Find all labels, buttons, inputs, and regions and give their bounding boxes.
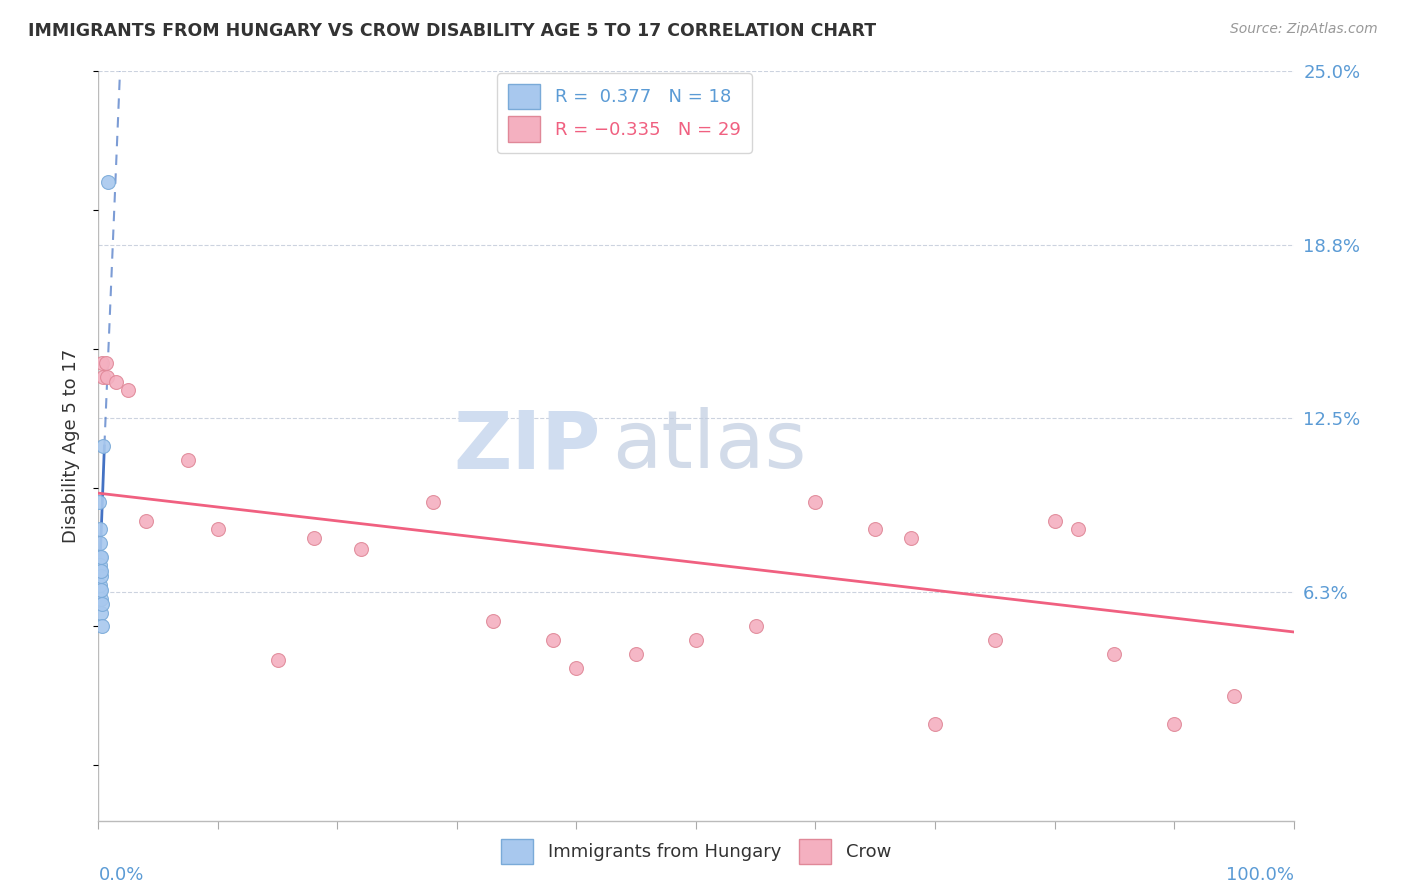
Point bbox=[1223, 689, 1246, 703]
Point bbox=[267, 653, 290, 667]
Point bbox=[87, 494, 110, 508]
Text: atlas: atlas bbox=[613, 407, 807, 485]
Text: 0.0%: 0.0% bbox=[98, 865, 143, 884]
Point bbox=[626, 647, 648, 661]
Point bbox=[177, 453, 200, 467]
Point bbox=[96, 369, 118, 384]
Y-axis label: Disability Age 5 to 17: Disability Age 5 to 17 bbox=[62, 349, 80, 543]
Point bbox=[135, 514, 157, 528]
Point bbox=[422, 494, 444, 508]
Point bbox=[90, 583, 112, 598]
Point bbox=[900, 531, 922, 545]
Point bbox=[865, 522, 887, 536]
Point bbox=[1163, 716, 1185, 731]
Point bbox=[89, 578, 111, 592]
Point bbox=[94, 356, 117, 370]
Point bbox=[90, 549, 112, 564]
Point bbox=[1067, 522, 1090, 536]
Point bbox=[1043, 514, 1066, 528]
Point bbox=[89, 536, 111, 550]
Point bbox=[924, 716, 946, 731]
Point bbox=[350, 541, 373, 556]
Point bbox=[685, 633, 707, 648]
Point bbox=[89, 564, 111, 578]
Point bbox=[91, 369, 114, 384]
Point bbox=[90, 569, 112, 583]
Text: IMMIGRANTS FROM HUNGARY VS CROW DISABILITY AGE 5 TO 17 CORRELATION CHART: IMMIGRANTS FROM HUNGARY VS CROW DISABILI… bbox=[28, 22, 876, 40]
Point bbox=[97, 175, 120, 189]
Point bbox=[91, 597, 114, 611]
Point bbox=[984, 633, 1007, 648]
Legend: Immigrants from Hungary, Crow: Immigrants from Hungary, Crow bbox=[494, 831, 898, 871]
Point bbox=[89, 549, 111, 564]
Point bbox=[117, 384, 139, 398]
Point bbox=[745, 619, 768, 633]
Point bbox=[565, 661, 588, 675]
Point bbox=[541, 633, 564, 648]
Point bbox=[90, 564, 112, 578]
Point bbox=[804, 494, 827, 508]
Point bbox=[89, 522, 111, 536]
Point bbox=[207, 522, 229, 536]
Text: Source: ZipAtlas.com: Source: ZipAtlas.com bbox=[1230, 22, 1378, 37]
Text: ZIP: ZIP bbox=[453, 407, 600, 485]
Point bbox=[90, 591, 112, 606]
Point bbox=[91, 439, 114, 453]
Point bbox=[1104, 647, 1126, 661]
Point bbox=[302, 531, 325, 545]
Point bbox=[482, 614, 505, 628]
Text: 100.0%: 100.0% bbox=[1226, 865, 1294, 884]
Point bbox=[89, 558, 111, 573]
Point bbox=[105, 375, 128, 389]
Point bbox=[90, 606, 112, 620]
Point bbox=[89, 583, 111, 598]
Point bbox=[91, 619, 114, 633]
Point bbox=[91, 356, 114, 370]
